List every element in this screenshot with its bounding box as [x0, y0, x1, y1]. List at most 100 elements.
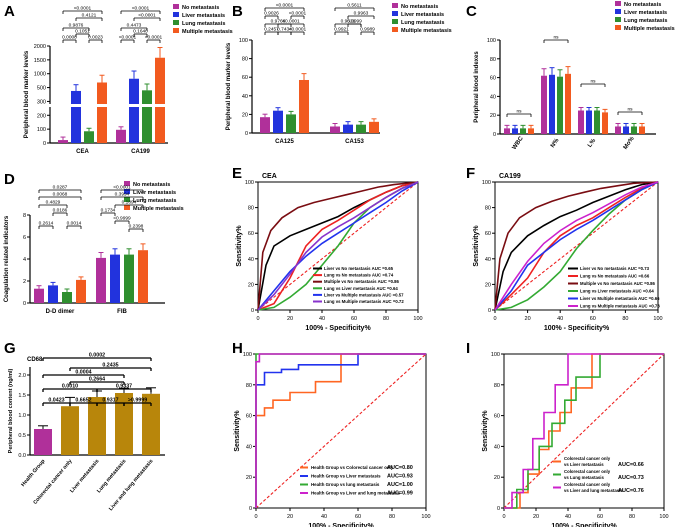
panel-label-f: F [466, 165, 475, 182]
y-axis-title-h: Sensitivity% [234, 410, 241, 452]
legend-label-a-3: Multiple metastasis [182, 29, 233, 35]
legend-swatch-c-3 [615, 25, 621, 30]
bar-B-0-3 [299, 79, 309, 133]
legend-swatch-b-0 [392, 3, 398, 8]
bar-g-4 [142, 393, 160, 455]
bar-D-1-1 [110, 254, 120, 303]
pvalue-label-c-ns-2: ns [590, 80, 596, 85]
bar-B-0-0 [260, 117, 270, 133]
pvalue-label-d-dd-1: 0.0068 [53, 192, 68, 198]
pvalue-label-g-2: 0.0004 [75, 370, 91, 376]
x-tick-label-f-2: 40 [557, 316, 563, 322]
pvalue-label-b-ca125-3: 0.9766 [271, 19, 286, 25]
pvalue-label-b-ca153-2: 0.9521 [341, 19, 356, 25]
bar-B-1-1 [343, 124, 353, 133]
legend-swatch-c-2 [615, 17, 621, 22]
bar-B-1-0 [330, 126, 340, 133]
bar-C-1-0 [541, 75, 547, 134]
legend-label-e-1: Lung vs No metastasis AUC =0.74 [324, 273, 394, 278]
legend-swatch-d-3 [124, 205, 130, 210]
x-tick-label-C-2: L% [587, 137, 597, 148]
pvalue-label-g-8: 0.9317 [102, 398, 118, 404]
y-tick-label-C-4: 80 [490, 57, 496, 63]
legend-label-h-2: Health Group vs lung metastasis [311, 482, 380, 487]
bar-A-1-2 [142, 90, 152, 143]
y-tick-label-h-1: 20 [246, 475, 252, 481]
legend-swatch-c-0 [615, 1, 621, 6]
pvalue-label-g-3: 0.2664 [89, 377, 105, 383]
y-tick-label-h-5: 100 [243, 352, 252, 358]
bar-C-3-0 [615, 126, 621, 134]
x-tick-label-i-3: 60 [597, 514, 603, 520]
x-tick-label-e-4: 80 [383, 316, 389, 322]
legend-auc-h-0: AUC=0.80 [387, 465, 413, 471]
pvalue-label-d-fib-0: <0.0001 [113, 185, 131, 191]
y-axis-title-i: Sensitivity% [482, 410, 489, 452]
pvalue-label-b-ca125-7: <0.0001 [289, 27, 307, 33]
pvalue-label-b-ca153-0: 0.5611 [347, 3, 362, 9]
x-tick-label-C-1: N% [550, 137, 561, 149]
pvalue-label-g-4: 0.0010 [62, 384, 78, 390]
legend-swatch-d-2 [124, 197, 130, 202]
y-tick-label-A-4: 500 [37, 86, 46, 92]
pvalue-label-a-cea-2: 0.9876 [69, 23, 84, 29]
y-tick-label-D-1: 2 [23, 279, 26, 285]
pvalue-label-g-7: 0.6652 [75, 398, 91, 404]
x-tick-label-C-3: Mo% [623, 135, 636, 150]
pvalue-label-d-dd-0: 0.0287 [53, 185, 68, 191]
y-tick-label-f-5: 100 [482, 180, 491, 186]
legend-label-b-0: No metastasis [401, 4, 438, 10]
y-tick-label-f-4: 80 [485, 206, 491, 212]
pvalue-label-g-1: 0.2435 [102, 363, 118, 369]
y-axis-title-C: Peripheral blood indexes [474, 51, 480, 123]
y-tick-label-C-1: 20 [490, 113, 496, 119]
y-tick-label-g-2: 1.0 [18, 413, 26, 419]
pvalue-label-a-ca199-3: 0.1640 [133, 29, 148, 35]
chart-title-g: CD68 [27, 357, 43, 363]
pvalue-label-d-fib-3: 0.1734 [101, 208, 116, 214]
pvalue-label-a-ca199-0: <0.0001 [132, 6, 150, 12]
panel-label-b: B [232, 3, 243, 20]
x-tick-label-g-3: Lung metastasis [96, 458, 127, 494]
reference-line-f [494, 181, 659, 311]
legend-label-e-0: Liver vs No metastasis AUC =0.65 [324, 266, 394, 271]
bar-B-1-2 [356, 124, 366, 133]
roc-curve-f-1 [494, 181, 659, 311]
roc-curve-e-1 [257, 181, 419, 311]
x-tick-label-e-1: 20 [287, 316, 293, 322]
legend-auc-h-2: AUC=1.00 [387, 482, 413, 488]
legend-label-a-0: No metastasis [182, 5, 219, 11]
legend-label-f-2: Multiple vs No metastasis AUC =0.86 [580, 281, 656, 286]
legend-label-a-2: Lung metastasis [182, 21, 225, 27]
bar-D-1-2 [124, 254, 134, 303]
x-tick-label-g-0: Health Group [20, 458, 47, 488]
legend-label-f-0: Liver vs No metastasis AUC =0.73 [580, 266, 650, 271]
plot-frame-f [494, 181, 659, 311]
reference-line-h [255, 353, 427, 509]
y-tick-label-C-0: 0 [493, 132, 496, 138]
bar-B-0-2 [286, 114, 296, 133]
pvalue-label-g-0: 0.0002 [89, 353, 105, 359]
pvalue-label-d-dd-4: 0.2614 [39, 221, 54, 227]
bar-C-0-0 [504, 128, 510, 134]
panel-label-a: A [4, 3, 15, 20]
bar-C-0-2 [520, 128, 526, 134]
bar-A-0-3 [97, 82, 107, 143]
plot-frame-e [257, 181, 419, 311]
bar-C-0-3 [528, 128, 534, 134]
legend-swatch-c-1 [615, 9, 621, 14]
pvalue-label-g-9: >0.9999 [128, 398, 147, 404]
bar-C-3-1 [623, 126, 629, 134]
pvalue-label-b-ca125-6: 0.7434 [277, 27, 292, 33]
pvalue-label-b-ca125-2: <0.0001 [289, 11, 307, 17]
chart-title-e: CEA [262, 173, 277, 180]
y-axis-title-B: Peripheral blood marker levels [226, 42, 232, 130]
x-tick-label-h-2: 40 [321, 514, 327, 520]
panel-label-c: C [466, 3, 477, 20]
pvalue-label-b-ca153-3: 0.9999 [347, 19, 362, 25]
y-axis-title-f: Sensitivity% [473, 225, 480, 267]
y-tick-label-e-1: 20 [248, 282, 254, 288]
bar-D-0-2 [62, 292, 72, 303]
y-tick-label-B-1: 20 [242, 112, 248, 118]
roc-curve-e-5 [257, 181, 419, 311]
